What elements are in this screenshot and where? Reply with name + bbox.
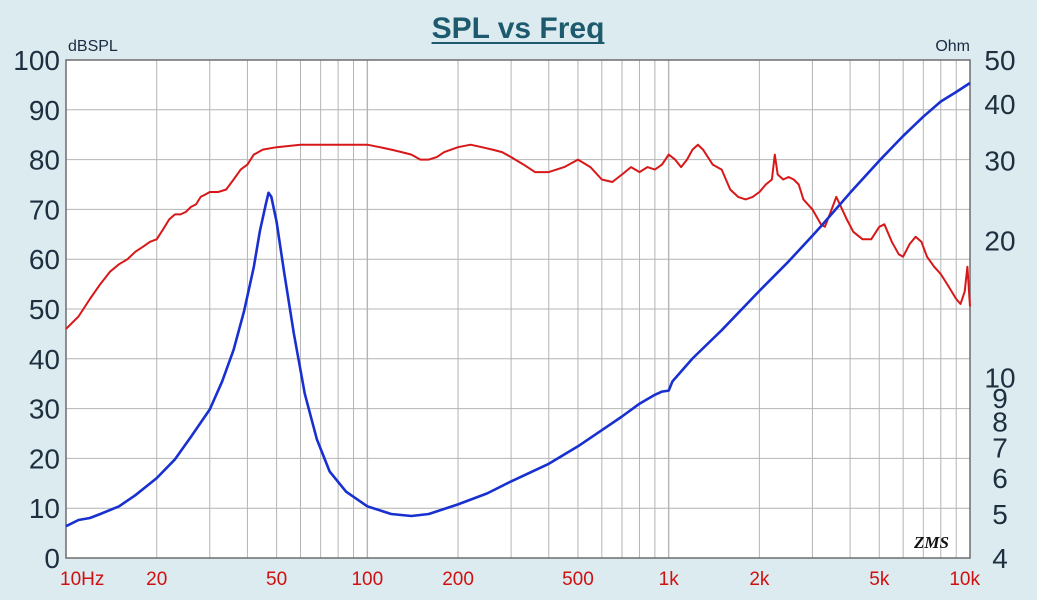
chart-title: SPL vs Freq [432,12,605,45]
x-tick-label: 5k [869,569,890,590]
right-tick-label: 6 [992,463,1008,494]
x-tick-label: 10Hz [60,569,104,590]
left-tick-label: 30 [29,394,60,425]
left-tick-label: 20 [29,443,60,474]
x-tick-label: 20 [146,569,167,590]
left-tick-label: 80 [29,145,60,176]
x-tick-label: 500 [562,569,594,590]
right-tick-label: 10 [984,362,1015,393]
x-tick-label: 10k [949,569,980,590]
right-tick-label: 20 [984,226,1015,257]
right-tick-label: 30 [984,146,1015,177]
left-axis-unit: dBSPL [68,38,118,55]
right-tick-label: 8 [992,406,1008,437]
grid [66,60,970,558]
left-tick-label: 50 [29,294,60,325]
left-tick-label: 10 [29,493,60,524]
right-tick-label: 7 [992,433,1008,464]
left-tick-label: 40 [29,344,60,375]
left-tick-label: 90 [29,95,60,126]
x-tick-label: 50 [266,569,287,590]
x-tick-label: 200 [442,569,474,590]
left-tick-label: 0 [44,543,60,574]
right-tick-label: 5 [992,499,1008,530]
spl-series-line [65,143,971,330]
left-tick-label: 70 [29,194,60,225]
zms-watermark: ZMS [913,533,949,552]
right-tick-label: 4 [992,543,1008,574]
right-tick-label: 50 [984,45,1015,76]
right-tick-label: 40 [984,89,1015,120]
right-axis-unit: Ohm [935,38,970,55]
plot-frame [65,59,971,559]
left-tick-label: 100 [13,45,60,76]
left-tick-label: 60 [29,244,60,275]
right-tick-label: 9 [992,383,1008,414]
x-tick-label: 100 [351,569,383,590]
series-layer [65,81,971,528]
axis-labels: 0102030405060708090100456789102030405010… [13,45,1015,590]
x-tick-label: 2k [749,569,770,590]
x-tick-label: 1k [659,569,680,590]
impedance-series-line [65,81,971,528]
